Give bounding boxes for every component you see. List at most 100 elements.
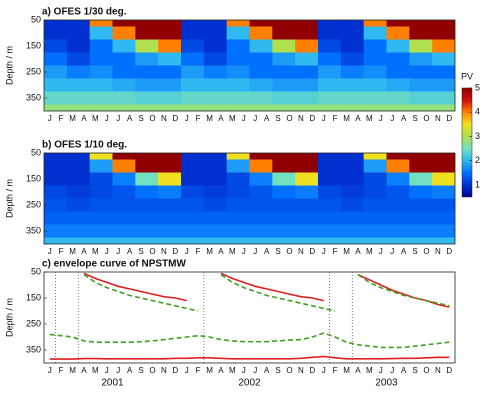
heatmap-cell (318, 52, 342, 66)
heatmap-cell (295, 237, 319, 244)
y-tick-label: 250 (26, 66, 41, 76)
x-tick-label: A (218, 366, 224, 375)
heatmap-cell (363, 39, 387, 53)
heatmap-cell (112, 26, 136, 40)
heatmap-cell (363, 52, 387, 66)
heatmap-cell (89, 153, 113, 160)
heatmap-cell (66, 172, 91, 186)
heatmap-cell (386, 65, 410, 79)
heatmap-cell (363, 20, 387, 27)
heatmap-cell (203, 104, 228, 111)
heatmap-cell (386, 26, 410, 40)
x-tick-label: J (48, 247, 52, 256)
heatmap-cell (44, 39, 68, 53)
heatmap-cell (89, 237, 113, 244)
heatmap-cell (363, 26, 387, 40)
heatmap-cell (363, 153, 387, 160)
heatmap-cell (203, 20, 228, 27)
x-tick-label: M (69, 114, 76, 123)
heatmap-cell (272, 65, 296, 79)
panel-title: c) envelope curve of NPSTMW (42, 259, 186, 270)
x-tick-label: M (92, 247, 99, 256)
heatmap-cell (318, 185, 342, 199)
x-tick-label: O (149, 247, 155, 256)
colorbar-tick-label: 5 (475, 82, 480, 92)
heatmap-cell (386, 211, 410, 225)
heatmap-cell (272, 172, 296, 186)
y-axis-label: Depth / m (4, 179, 14, 218)
x-tick-label: M (343, 247, 350, 256)
heatmap-cell (340, 224, 365, 238)
heatmap-cell (158, 26, 182, 40)
heatmap-cell (203, 52, 228, 66)
x-tick-label: O (423, 366, 429, 375)
heatmap-cell (272, 237, 296, 244)
colorbar-tick-label: 1 (475, 179, 480, 189)
heatmap-cell (89, 78, 113, 92)
heatmap-cell (112, 104, 136, 111)
heatmap-cell (44, 104, 68, 111)
heatmap-cell (226, 198, 250, 212)
heatmap-cell (158, 39, 182, 53)
heatmap-cell (66, 26, 91, 40)
x-tick-label: O (149, 114, 155, 123)
heatmap-cell (295, 211, 319, 225)
heatmap-cell (112, 211, 136, 225)
heatmap-cell (272, 26, 296, 40)
heatmap-cell (66, 91, 91, 105)
x-tick-label: J (390, 114, 394, 123)
x-tick-label: N (161, 366, 167, 375)
heatmap-cell (295, 39, 319, 53)
heatmap-cell (295, 91, 319, 105)
heatmap-cell (226, 237, 250, 244)
heatmap-cell (409, 104, 433, 111)
heatmap-cell (89, 159, 113, 173)
y-tick-label: 50 (31, 14, 41, 24)
heatmap-cell (226, 153, 250, 160)
panel-title: b) OFES 1/10 deg. (42, 140, 127, 151)
plot-frame (43, 152, 456, 245)
heatmap-cell (89, 198, 113, 212)
colorbar-tick-label: 4 (475, 107, 480, 117)
x-tick-label: N (298, 247, 304, 256)
heatmap-cell (318, 224, 342, 238)
heatmap (44, 20, 455, 111)
heatmap-cell (44, 224, 68, 238)
heatmap-cell (135, 26, 159, 40)
heatmap-cell (363, 198, 387, 212)
heatmap-cell (363, 65, 387, 79)
envelope-line (83, 273, 450, 312)
x-tick-label: F (333, 247, 338, 256)
heatmap-cell (432, 91, 455, 105)
heatmap-cell (363, 78, 387, 92)
x-tick-label: O (149, 366, 155, 375)
heatmap-cell (135, 20, 159, 27)
heatmap-cell (226, 159, 250, 173)
x-tick-label: J (242, 247, 246, 256)
heatmap-cell (226, 52, 250, 66)
x-tick-label: O (286, 366, 292, 375)
heatmap-cell (432, 237, 455, 244)
heatmap-cell (340, 172, 365, 186)
heatmap-cell (432, 159, 455, 173)
heatmap-cell (112, 78, 136, 92)
heatmap-cell (89, 104, 113, 111)
x-tick-label: A (264, 366, 270, 375)
heatmap-cell (89, 20, 113, 27)
heatmap-cell (44, 26, 68, 40)
heatmap-cell (181, 104, 205, 111)
heatmap-cell (386, 78, 410, 92)
heatmap-cell (386, 153, 410, 160)
heatmap-cell (203, 26, 228, 40)
heatmap-cell (158, 104, 182, 111)
heatmap-cell (89, 52, 113, 66)
heatmap-cell (295, 159, 319, 173)
heatmap-cell (249, 159, 273, 173)
x-tick-label: S (138, 366, 143, 375)
heatmap-cell (386, 20, 410, 27)
heatmap-cell (386, 224, 410, 238)
x-tick-label: D (172, 114, 178, 123)
x-tick-label: J (105, 247, 109, 256)
heatmap-cell (158, 78, 182, 92)
x-tick-label: M (69, 366, 76, 375)
